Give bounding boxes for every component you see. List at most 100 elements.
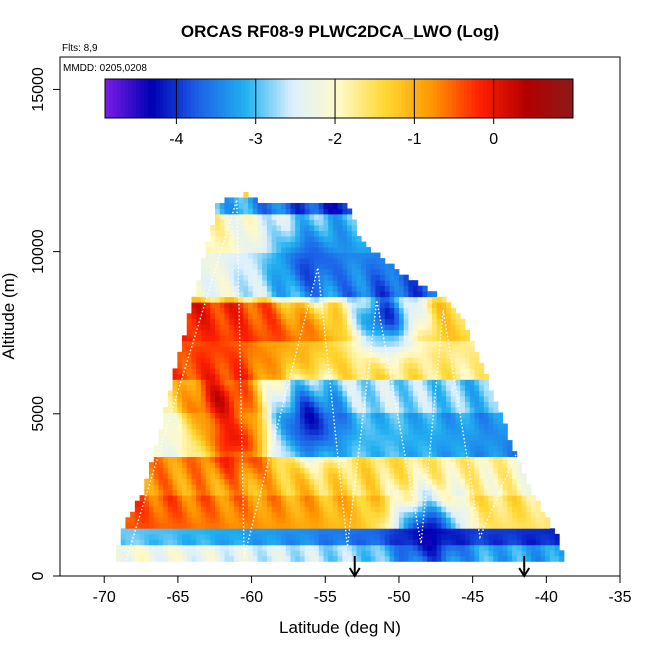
heatmap-cell xyxy=(394,462,400,469)
colorbar-segment xyxy=(257,79,262,118)
heatmap-cell xyxy=(290,296,296,303)
heatmap-cell xyxy=(290,434,296,441)
heatmap-cell xyxy=(238,451,244,458)
heatmap-cell xyxy=(384,362,390,369)
heatmap-cell xyxy=(460,495,466,502)
heatmap-cell xyxy=(290,335,296,342)
heatmap-cell xyxy=(460,445,466,452)
heatmap-cell xyxy=(380,373,386,380)
heatmap-cell xyxy=(450,555,456,562)
heatmap-cell xyxy=(389,500,395,507)
heatmap-cell xyxy=(422,418,428,424)
heatmap-cell xyxy=(483,423,489,430)
heatmap-cell xyxy=(276,351,282,358)
heatmap-cell xyxy=(285,522,291,529)
heatmap-cell xyxy=(233,484,240,491)
heatmap-cell xyxy=(403,346,409,353)
heatmap-cell xyxy=(318,263,324,270)
heatmap-cell xyxy=(266,280,273,287)
heatmap-cell xyxy=(200,379,206,386)
heatmap-cell xyxy=(215,296,221,303)
heatmap-cell xyxy=(370,285,376,292)
heatmap-cell xyxy=(276,451,282,458)
heatmap-cell xyxy=(309,390,315,397)
heatmap-cell xyxy=(262,324,268,331)
heatmap-cell xyxy=(332,302,339,309)
heatmap-cell xyxy=(455,440,461,446)
heatmap-cell xyxy=(304,357,310,364)
heatmap-cell xyxy=(219,346,225,353)
heatmap-cell xyxy=(332,274,339,281)
heatmap-cell xyxy=(469,340,475,347)
heatmap-cell xyxy=(347,511,353,518)
heatmap-cell xyxy=(304,407,310,413)
heatmap-cell xyxy=(413,418,419,424)
heatmap-cell xyxy=(262,451,268,458)
heatmap-cell xyxy=(314,340,320,347)
heatmap-cell xyxy=(182,539,188,546)
heatmap-cell xyxy=(271,329,277,336)
heatmap-cell xyxy=(182,467,188,474)
heatmap-cell xyxy=(408,539,414,546)
heatmap-cell xyxy=(196,384,202,391)
heatmap-cell xyxy=(394,302,400,309)
heatmap-cell xyxy=(398,528,405,535)
heatmap-cell xyxy=(460,434,466,441)
heatmap-cell xyxy=(257,274,263,281)
colorbar-segment xyxy=(327,79,332,118)
heatmap-cell xyxy=(384,291,390,298)
heatmap-cell xyxy=(299,357,306,364)
heatmap-cell xyxy=(314,533,320,540)
heatmap-cell xyxy=(460,324,466,331)
heatmap-cell xyxy=(431,544,438,551)
heatmap-cell xyxy=(318,351,324,358)
heatmap-cell xyxy=(507,555,513,562)
heatmap-cell xyxy=(516,539,522,546)
heatmap-cell xyxy=(375,533,381,540)
heatmap-cell xyxy=(380,489,386,496)
heatmap-cell xyxy=(210,484,216,491)
heatmap-cell xyxy=(191,550,197,557)
heatmap-cell xyxy=(318,478,324,485)
heatmap-cell xyxy=(281,274,287,281)
heatmap-cell xyxy=(238,313,244,320)
heatmap-cell xyxy=(191,335,197,342)
heatmap-cell xyxy=(403,318,409,325)
heatmap-cell xyxy=(309,280,315,287)
heatmap-cell xyxy=(375,451,381,458)
heatmap-cell xyxy=(299,263,306,270)
heatmap-cell xyxy=(116,555,122,562)
heatmap-cell xyxy=(323,313,329,320)
heatmap-cell xyxy=(248,522,254,529)
heatmap-cell xyxy=(233,269,240,276)
heatmap-cell xyxy=(422,412,428,419)
heatmap-cell xyxy=(375,478,381,485)
heatmap-cell xyxy=(497,445,504,452)
heatmap-cell xyxy=(497,451,504,458)
heatmap-cell xyxy=(314,291,320,298)
heatmap-cell xyxy=(271,291,277,298)
heatmap-cell xyxy=(403,423,409,430)
heatmap-cell xyxy=(191,401,197,408)
heatmap-cell xyxy=(526,489,532,496)
heatmap-cell xyxy=(417,544,423,551)
heatmap-cell xyxy=(285,401,291,408)
heatmap-cell xyxy=(281,522,287,529)
heatmap-cell xyxy=(295,418,301,424)
heatmap-cell xyxy=(526,539,532,546)
colorbar-segment xyxy=(331,79,336,118)
heatmap-cell xyxy=(314,511,320,518)
heatmap-cell xyxy=(530,555,537,562)
heatmap-cell xyxy=(295,236,301,242)
heatmap-cell xyxy=(229,362,235,369)
heatmap-cell xyxy=(276,263,282,270)
heatmap-cell xyxy=(375,291,381,298)
heatmap-cell xyxy=(248,236,254,242)
heatmap-cell xyxy=(266,373,273,380)
heatmap-cell xyxy=(479,423,485,430)
heatmap-cell xyxy=(281,247,287,253)
heatmap-cell xyxy=(177,418,183,424)
heatmap-cell xyxy=(224,346,230,353)
heatmap-cell xyxy=(337,340,343,347)
heatmap-cell xyxy=(252,230,258,237)
